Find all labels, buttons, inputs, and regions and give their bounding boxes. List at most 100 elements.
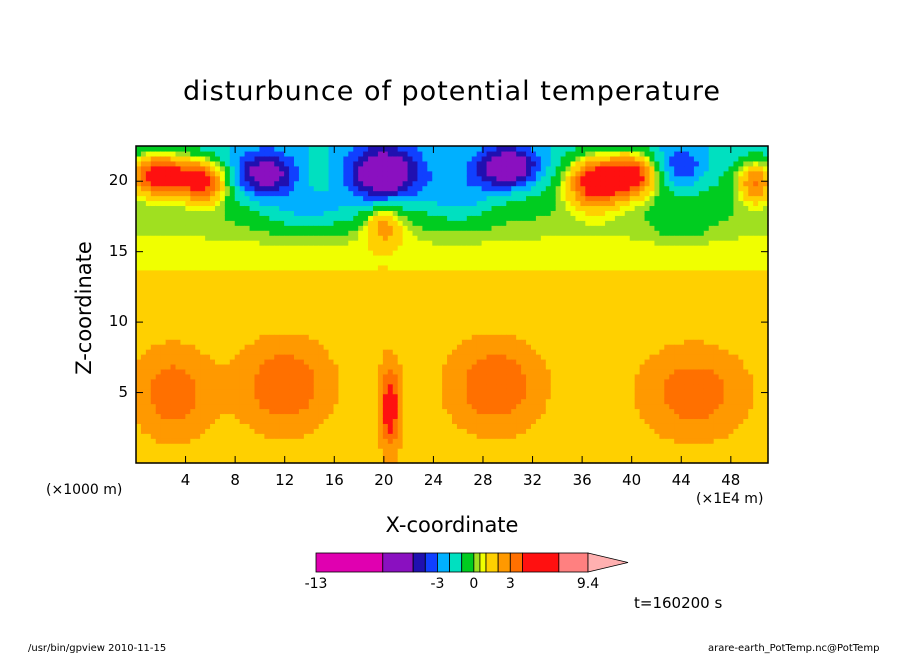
heatmap-cell bbox=[382, 368, 389, 375]
heatmap-cell bbox=[175, 150, 182, 157]
heatmap-cell bbox=[501, 448, 507, 454]
heatmap-cell bbox=[432, 190, 438, 197]
heatmap-cell bbox=[145, 190, 152, 197]
heatmap-cell bbox=[501, 418, 507, 424]
heatmap-cell bbox=[195, 170, 201, 177]
heatmap-cell bbox=[407, 438, 414, 444]
heatmap-cell bbox=[264, 284, 270, 291]
heatmap-cell bbox=[254, 418, 261, 424]
heatmap-cell bbox=[338, 363, 344, 370]
heatmap-cell bbox=[368, 334, 374, 340]
heatmap-cell bbox=[348, 339, 354, 345]
heatmap-cell bbox=[165, 309, 172, 315]
heatmap-cell bbox=[279, 403, 285, 410]
heatmap-cell bbox=[516, 329, 522, 335]
heatmap-cell bbox=[219, 373, 226, 380]
heatmap-cell bbox=[353, 235, 359, 241]
heatmap-cell bbox=[323, 299, 330, 306]
heatmap-cell bbox=[229, 324, 236, 330]
heatmap-cell bbox=[333, 299, 340, 306]
heatmap-cell bbox=[323, 354, 330, 360]
heatmap-cell bbox=[190, 180, 196, 187]
heatmap-cell bbox=[506, 150, 512, 157]
heatmap-cell bbox=[165, 240, 172, 246]
heatmap-cell bbox=[323, 458, 330, 464]
heatmap-cell bbox=[437, 299, 443, 306]
heatmap-cell bbox=[215, 185, 221, 192]
heatmap-cell bbox=[229, 344, 236, 350]
heatmap-cell bbox=[506, 378, 512, 385]
heatmap-cell bbox=[318, 245, 325, 251]
heatmap-cell bbox=[180, 378, 186, 385]
heatmap-cell bbox=[456, 324, 463, 330]
heatmap-cell bbox=[328, 185, 335, 192]
heatmap-cell bbox=[466, 423, 473, 429]
heatmap-cell bbox=[353, 230, 359, 236]
heatmap-cell bbox=[363, 354, 369, 360]
heatmap-cell bbox=[432, 354, 438, 360]
heatmap-cell bbox=[294, 259, 300, 266]
heatmap-cell bbox=[279, 264, 285, 271]
heatmap-cell bbox=[397, 373, 404, 380]
heatmap-cell bbox=[466, 190, 473, 197]
heatmap-cell bbox=[180, 195, 186, 202]
heatmap-cell bbox=[200, 274, 206, 281]
heatmap-cell bbox=[229, 235, 236, 241]
heatmap-cell bbox=[298, 354, 305, 360]
heatmap-cell bbox=[219, 408, 226, 415]
heatmap-cell bbox=[140, 349, 147, 355]
heatmap-cell bbox=[506, 155, 512, 162]
heatmap-cell bbox=[407, 200, 414, 207]
heatmap-cell bbox=[308, 160, 315, 167]
heatmap-cell bbox=[254, 294, 261, 301]
heatmap-cell bbox=[155, 160, 162, 167]
heatmap-cell bbox=[491, 259, 498, 266]
heatmap-cell bbox=[427, 393, 433, 400]
heatmap-cell bbox=[447, 294, 453, 301]
heatmap-cell bbox=[175, 170, 182, 177]
heatmap-cell bbox=[377, 349, 384, 355]
heatmap-cell bbox=[239, 170, 246, 177]
heatmap-cell bbox=[323, 443, 330, 449]
heatmap-cell bbox=[308, 344, 315, 350]
heatmap-cell bbox=[140, 319, 147, 325]
heatmap-cell bbox=[190, 398, 196, 405]
heatmap-cell bbox=[348, 205, 354, 211]
heatmap-cell bbox=[397, 225, 404, 231]
heatmap-cell bbox=[234, 235, 241, 241]
heatmap-cell bbox=[407, 235, 414, 241]
heatmap-cell bbox=[412, 220, 419, 226]
heatmap-cell bbox=[516, 334, 522, 340]
heatmap-cell bbox=[224, 358, 231, 365]
heatmap-cell bbox=[363, 180, 369, 187]
heatmap-cell bbox=[373, 254, 379, 261]
heatmap-cell bbox=[491, 160, 498, 167]
heatmap-cell bbox=[205, 438, 211, 444]
heatmap-cell bbox=[145, 269, 152, 276]
heatmap-cell bbox=[377, 284, 384, 291]
heatmap-cell bbox=[219, 185, 226, 192]
heatmap-cell bbox=[511, 150, 517, 157]
heatmap-cell bbox=[412, 339, 419, 345]
heatmap-cell bbox=[368, 170, 374, 177]
heatmap-cell bbox=[244, 289, 251, 296]
heatmap-cell bbox=[298, 269, 305, 276]
heatmap-cell bbox=[486, 378, 493, 385]
heatmap-cell bbox=[185, 264, 191, 271]
heatmap-cell bbox=[170, 358, 177, 365]
heatmap-cell bbox=[289, 284, 295, 291]
heatmap-cell bbox=[254, 324, 261, 330]
heatmap-cell bbox=[368, 378, 374, 385]
heatmap-cell bbox=[150, 200, 157, 207]
heatmap-cell bbox=[333, 146, 340, 152]
heatmap-cell bbox=[318, 250, 325, 256]
heatmap-cell bbox=[190, 195, 196, 202]
heatmap-cell bbox=[432, 250, 438, 256]
heatmap-cell bbox=[452, 398, 458, 405]
heatmap-cell bbox=[210, 284, 216, 291]
heatmap-cell bbox=[363, 329, 369, 335]
heatmap-cell bbox=[298, 368, 305, 375]
heatmap-cell bbox=[466, 289, 473, 296]
heatmap-cell bbox=[363, 170, 369, 177]
heatmap-cell bbox=[323, 368, 330, 375]
